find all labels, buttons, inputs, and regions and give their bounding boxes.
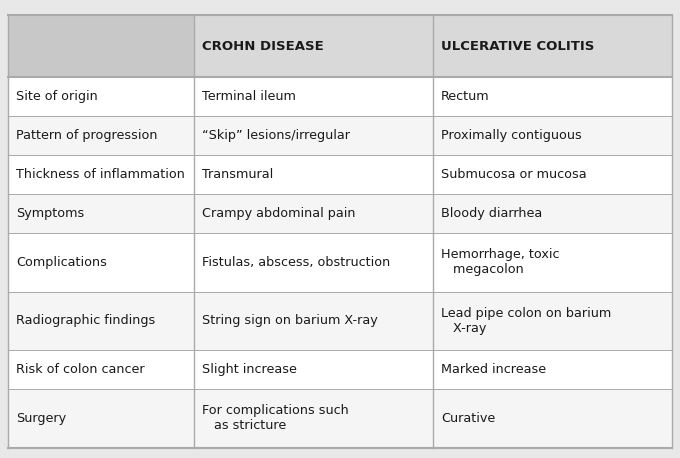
Bar	[8, 194, 194, 233]
Bar	[8, 77, 194, 116]
Text: Pattern of progression: Pattern of progression	[16, 129, 158, 142]
Text: CROHN DISEASE: CROHN DISEASE	[202, 40, 324, 53]
Text: Bloody diarrhea: Bloody diarrhea	[441, 207, 542, 220]
Bar	[433, 155, 672, 194]
Bar	[8, 292, 194, 350]
Bar	[194, 233, 433, 292]
Text: String sign on barium X-ray: String sign on barium X-ray	[202, 314, 377, 327]
Bar	[8, 116, 194, 155]
Text: “Skip” lesions/irregular: “Skip” lesions/irregular	[202, 129, 350, 142]
Text: Slight increase: Slight increase	[202, 363, 297, 376]
Bar	[8, 233, 194, 292]
Text: Symptoms: Symptoms	[16, 207, 84, 220]
Text: Fistulas, abscess, obstruction: Fistulas, abscess, obstruction	[202, 256, 390, 269]
Text: Transmural: Transmural	[202, 168, 273, 181]
Bar	[194, 77, 433, 116]
Bar	[433, 15, 672, 77]
Text: ULCERATIVE COLITIS: ULCERATIVE COLITIS	[441, 40, 594, 53]
Bar	[194, 292, 433, 350]
Bar	[433, 292, 672, 350]
Text: Lead pipe colon on barium
   X-ray: Lead pipe colon on barium X-ray	[441, 307, 611, 335]
Bar	[8, 155, 194, 194]
Bar	[433, 233, 672, 292]
Text: Radiographic findings: Radiographic findings	[16, 314, 155, 327]
Text: For complications such
   as stricture: For complications such as stricture	[202, 404, 349, 432]
Text: Marked increase: Marked increase	[441, 363, 546, 376]
Bar	[8, 350, 194, 389]
Text: Crampy abdominal pain: Crampy abdominal pain	[202, 207, 356, 220]
Bar	[433, 194, 672, 233]
Bar	[194, 389, 433, 447]
Bar	[433, 116, 672, 155]
Bar	[194, 350, 433, 389]
Bar	[194, 155, 433, 194]
Text: Complications: Complications	[16, 256, 107, 269]
Text: Curative: Curative	[441, 412, 495, 425]
Bar	[194, 15, 433, 77]
Bar	[433, 77, 672, 116]
Text: Hemorrhage, toxic
   megacolon: Hemorrhage, toxic megacolon	[441, 248, 560, 277]
Text: Thickness of inflammation: Thickness of inflammation	[16, 168, 185, 181]
Text: Proximally contiguous: Proximally contiguous	[441, 129, 581, 142]
Bar	[433, 350, 672, 389]
Bar	[194, 116, 433, 155]
Text: Risk of colon cancer: Risk of colon cancer	[16, 363, 145, 376]
Bar	[433, 389, 672, 447]
Bar	[8, 389, 194, 447]
Bar	[194, 194, 433, 233]
Text: Site of origin: Site of origin	[16, 90, 98, 104]
Text: Terminal ileum: Terminal ileum	[202, 90, 296, 104]
Bar	[8, 15, 194, 77]
Text: Rectum: Rectum	[441, 90, 490, 104]
Text: Submucosa or mucosa: Submucosa or mucosa	[441, 168, 587, 181]
Text: Surgery: Surgery	[16, 412, 66, 425]
